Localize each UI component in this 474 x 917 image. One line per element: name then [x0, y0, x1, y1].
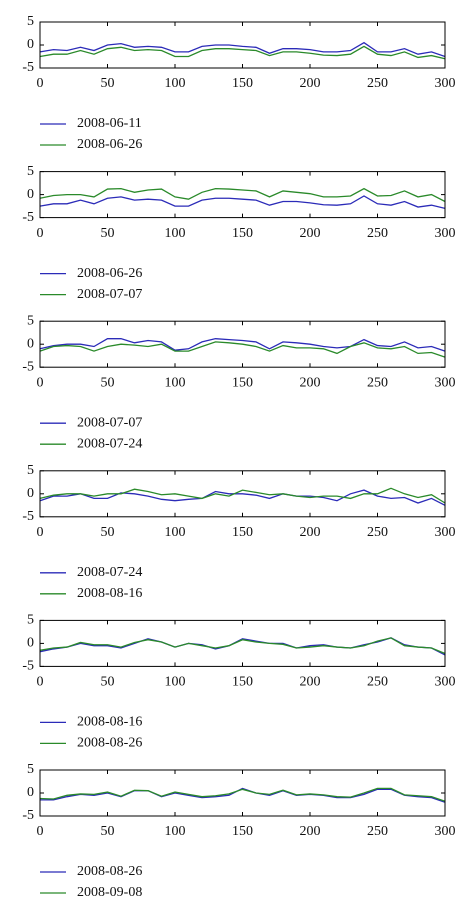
x-tick-label: 50: [101, 824, 115, 839]
y-tick-label: -5: [22, 359, 34, 374]
x-tick-label: 0: [37, 76, 44, 91]
x-tick-label: 200: [300, 675, 321, 690]
x-tick-label: 150: [232, 226, 253, 241]
x-tick-label: 300: [435, 226, 456, 241]
data-line: [39, 341, 446, 358]
y-tick-label: 5: [27, 14, 34, 29]
legend-label: 2008-06-26: [77, 266, 142, 281]
x-tick-label: 250: [367, 375, 388, 390]
y-tick-label: 5: [27, 463, 34, 478]
y-tick-label: 0: [27, 336, 34, 351]
data-line: [39, 195, 446, 210]
legend-label: 2008-08-26: [77, 864, 142, 879]
y-tick-label: 0: [27, 486, 34, 501]
data-line: [39, 187, 446, 203]
y-tick-label: -5: [22, 509, 34, 524]
x-tick-label: 100: [165, 76, 186, 91]
legend-label: 2008-08-16: [77, 715, 142, 730]
legend-label: 2008-06-11: [77, 116, 142, 131]
x-tick-label: 150: [232, 375, 253, 390]
x-tick-label: 50: [101, 525, 115, 540]
plot-frame: [39, 320, 446, 368]
x-tick-label: 250: [367, 226, 388, 241]
x-tick-label: 200: [300, 375, 321, 390]
legend-label: 2008-07-07: [77, 415, 142, 430]
y-tick-label: 5: [27, 164, 34, 179]
x-tick-label: 200: [300, 525, 321, 540]
plot-frame: [39, 171, 446, 219]
legend-label: 2008-07-24: [77, 436, 142, 451]
x-tick-label: 250: [367, 525, 388, 540]
legend-label: 2008-08-16: [77, 586, 142, 601]
data-line: [39, 787, 446, 802]
x-tick-label: 300: [435, 824, 456, 839]
y-tick-label: 0: [27, 785, 34, 800]
legend-label: 2008-07-24: [77, 565, 142, 580]
legend-label: 2008-06-26: [77, 137, 142, 152]
y-tick-label: 5: [27, 613, 34, 628]
legend-label: 2008-07-07: [77, 287, 142, 302]
x-tick-label: 150: [232, 824, 253, 839]
y-tick-label: -5: [22, 60, 34, 75]
x-tick-label: 100: [165, 226, 186, 241]
legend-label: 2008-09-08: [77, 885, 142, 900]
x-tick-label: 100: [165, 525, 186, 540]
legend-label: 2008-08-26: [77, 736, 142, 751]
x-tick-label: 50: [101, 375, 115, 390]
x-tick-label: 100: [165, 824, 186, 839]
x-tick-label: 50: [101, 76, 115, 91]
y-tick-label: 0: [27, 37, 34, 52]
x-tick-label: 150: [232, 76, 253, 91]
data-line: [39, 489, 446, 506]
x-tick-label: 250: [367, 76, 388, 91]
x-tick-label: 200: [300, 76, 321, 91]
x-tick-label: 100: [165, 675, 186, 690]
y-tick-label: -5: [22, 808, 34, 823]
x-tick-label: 0: [37, 824, 44, 839]
x-tick-label: 300: [435, 675, 456, 690]
data-line: [40, 787, 446, 803]
data-line: [39, 637, 446, 655]
y-tick-label: -5: [22, 210, 34, 225]
plot-frame: [39, 769, 446, 817]
plot-frame: [39, 619, 446, 667]
data-line: [39, 487, 446, 504]
data-line: [39, 45, 446, 60]
y-tick-label: 5: [27, 313, 34, 328]
data-line: [39, 637, 446, 656]
y-tick-label: 0: [27, 636, 34, 651]
y-tick-label: 5: [27, 762, 34, 777]
x-tick-label: 0: [37, 675, 44, 690]
x-tick-label: 50: [101, 226, 115, 241]
x-tick-label: 100: [165, 375, 186, 390]
data-line: [39, 41, 446, 58]
x-tick-label: 250: [367, 675, 388, 690]
y-tick-label: 0: [27, 187, 34, 202]
x-tick-label: 200: [300, 824, 321, 839]
x-tick-label: 300: [435, 375, 456, 390]
y-tick-label: -5: [22, 659, 34, 674]
x-tick-label: 200: [300, 226, 321, 241]
x-tick-label: 50: [101, 675, 115, 690]
x-tick-label: 150: [232, 525, 253, 540]
x-tick-label: 300: [435, 525, 456, 540]
x-tick-label: 0: [37, 525, 44, 540]
x-tick-label: 0: [37, 226, 44, 241]
x-tick-label: 0: [37, 375, 44, 390]
plot-frame: [39, 21, 446, 69]
plot-frame: [39, 470, 446, 518]
x-tick-label: 250: [367, 824, 388, 839]
data-line: [39, 338, 446, 352]
x-tick-label: 150: [232, 675, 253, 690]
x-tick-label: 300: [435, 76, 456, 91]
